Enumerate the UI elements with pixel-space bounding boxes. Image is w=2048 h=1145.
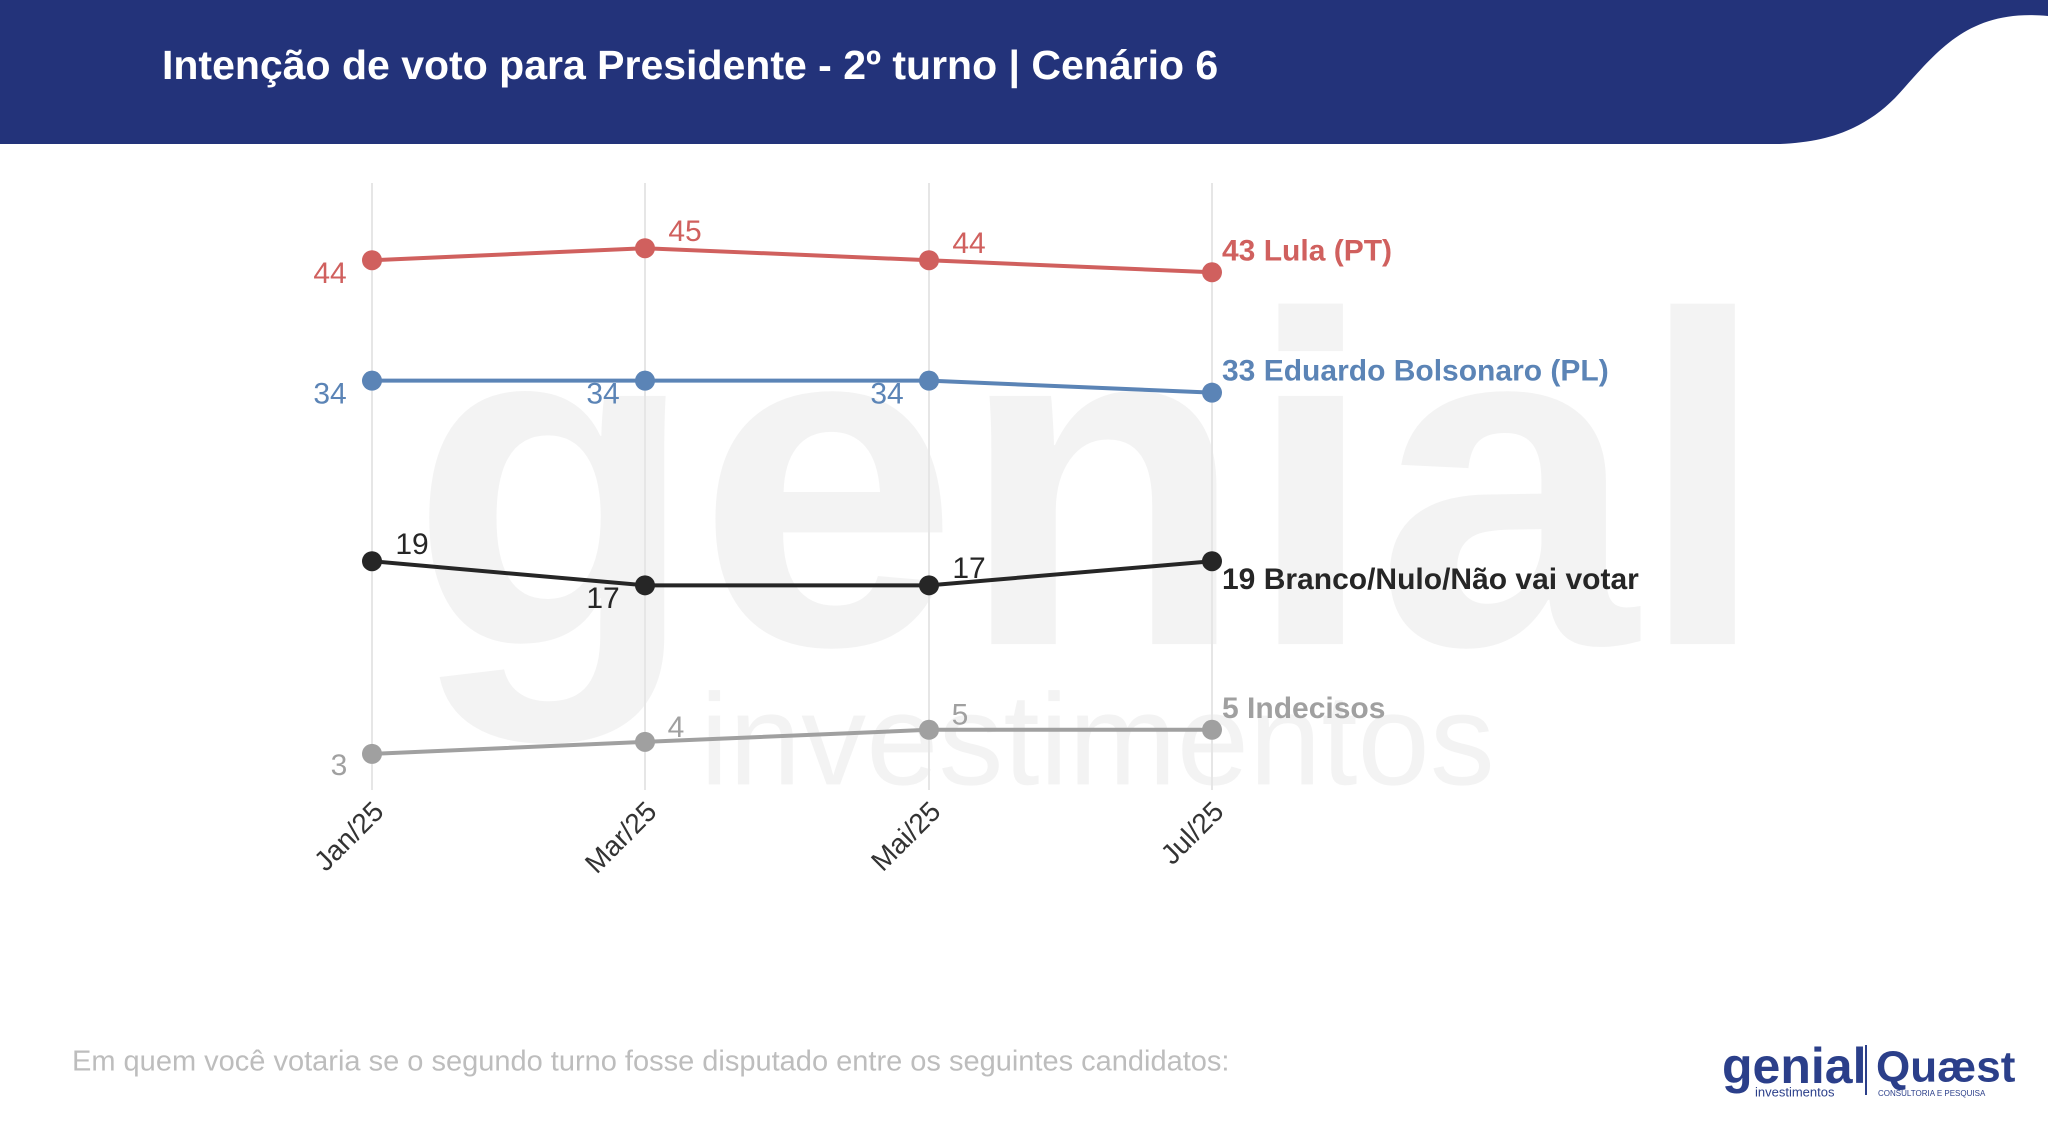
data-label: 19: [1222, 563, 1255, 596]
series-line: [371, 559, 1213, 588]
data-point: [1202, 382, 1222, 403]
data-label: 34: [313, 378, 346, 411]
end-label: 5 Indecisos: [1222, 692, 1385, 725]
series-line: [372, 378, 1213, 395]
data-point: [919, 719, 939, 740]
legend-entry: Indecisos: [1247, 692, 1385, 725]
logos: genial investimentos Quæst CONSULTORIA E…: [1722, 1038, 2016, 1099]
end-label: 43 Lula (PT): [1222, 234, 1392, 267]
logo-genial-sub: investimentos: [1755, 1084, 1835, 1099]
data-point: [362, 743, 382, 764]
chart-title: Intenção de voto para Presidente - 2º tu…: [162, 42, 1218, 88]
data-label: 33: [1222, 355, 1255, 388]
data-point: [362, 551, 382, 572]
data-point: [635, 370, 655, 391]
legend-entry: Branco/Nulo/Não vai votar: [1264, 563, 1639, 596]
data-label: 43: [1222, 234, 1255, 267]
data-label: 44: [952, 227, 985, 260]
data-point: [919, 370, 939, 391]
legend-entry: Eduardo Bolsonaro (PL): [1264, 355, 1609, 388]
header-band: [0, 0, 2048, 144]
data-point: [1202, 719, 1222, 740]
logo-quaest: Quæst: [1876, 1043, 2016, 1092]
data-label: 17: [952, 552, 985, 585]
logo-quaest-sub: CONSULTORIA E PESQUISA: [1878, 1089, 1986, 1098]
legend-entry: Lula (PT): [1264, 234, 1392, 267]
data-label: 3: [331, 749, 348, 782]
logo-genial: genial: [1722, 1038, 1866, 1094]
watermark-text: investimentos: [700, 666, 1495, 812]
data-label: 34: [870, 378, 903, 411]
data-label: 45: [668, 215, 701, 248]
data-point: [362, 250, 382, 271]
watermark: genial investimentos: [410, 219, 1768, 812]
data-point: [362, 370, 382, 391]
footnote: Em quem você votaria se o segundo turno …: [72, 1046, 1230, 1078]
data-point: [635, 731, 655, 752]
data-label: 5: [952, 699, 969, 732]
data-point: [635, 238, 655, 259]
data-label: 5: [1222, 692, 1239, 725]
end-label: 33 Eduardo Bolsonaro (PL): [1222, 355, 1609, 388]
data-label: 17: [586, 582, 619, 615]
data-point: [919, 250, 939, 271]
data-label: 44: [313, 257, 346, 290]
series-line: [371, 727, 1212, 756]
data-point: [1202, 262, 1222, 283]
end-label: 19 Branco/Nulo/Não vai votar: [1222, 563, 1639, 596]
data-label: 19: [395, 528, 428, 561]
data-point: [919, 575, 939, 596]
watermark-text: genial: [410, 219, 1768, 747]
data-label: 4: [668, 711, 685, 744]
data-point: [1202, 551, 1222, 572]
series-line: [371, 246, 1213, 275]
data-label: 34: [586, 378, 619, 411]
data-point: [635, 575, 655, 596]
